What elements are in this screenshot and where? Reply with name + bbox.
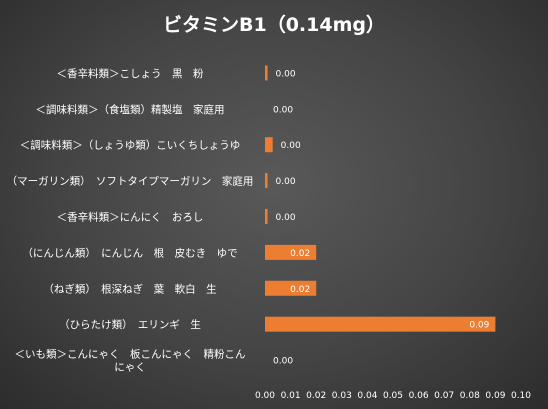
- x-tick-label: 0.03: [332, 391, 352, 401]
- category-label: ＜調味料類＞（食塩類）精製塩 家庭用: [36, 103, 225, 116]
- bar: [265, 173, 268, 189]
- chart-title: ビタミンB1（0.14mg）: [163, 13, 385, 36]
- category-label: ＜香辛料類＞にんにく おろし: [57, 211, 204, 224]
- data-label: 0.09: [469, 321, 489, 331]
- bar: [265, 137, 273, 153]
- bars: [265, 65, 496, 332]
- x-tick-label: 0.04: [357, 391, 377, 401]
- x-tick-label: 0.05: [383, 391, 403, 401]
- bar: [265, 244, 317, 260]
- bar: [265, 209, 268, 224]
- category-label: ＜いも類＞こんにゃく 板こんにゃく 精粉こんにゃく: [15, 348, 246, 374]
- data-label: 0.00: [281, 141, 301, 151]
- data-label: 0.00: [276, 177, 296, 187]
- bar: [265, 316, 496, 332]
- x-axis-ticks: 0.00 0.01 0.02 0.03 0.04 0.05 0.06 0.07 0.08 0.09…: [255, 391, 531, 401]
- category-labels: ＜香辛料類＞こしょう 黒 粉 ＜調味料類＞（食塩類）精製塩 家庭用 ＜調味料類＞（し…: [7, 67, 254, 374]
- category-label: （ひらたけ類） エリンギ 生: [59, 318, 201, 331]
- data-label: 0.00: [276, 213, 296, 223]
- category-label: （にんじん類） にんじん 根 皮むき ゆで: [22, 246, 237, 259]
- category-label: ＜香辛料類＞こしょう 黒 粉: [57, 67, 204, 80]
- x-tick-label: 0.09: [485, 391, 505, 401]
- x-tick-label: 0.01: [281, 391, 301, 401]
- data-label: 0.00: [273, 105, 293, 115]
- x-tick-label: 0.02: [306, 391, 326, 401]
- data-label: 0.00: [276, 69, 296, 79]
- bar: [265, 280, 317, 296]
- category-label: （ねぎ類） 根深ねぎ 葉 軟白 生: [43, 282, 216, 295]
- data-labels: 0.00 0.00 0.00 0.00 0.00 0.02 0.02 0.09 0.00: [273, 69, 490, 366]
- x-tick-label: 0.06: [409, 391, 429, 401]
- category-label: ＜調味料類＞（しょうゆ類）こいくちしょうゆ: [20, 139, 241, 152]
- data-label: 0.00: [273, 357, 293, 367]
- data-label: 0.02: [290, 249, 310, 259]
- category-label: （マーガリン類） ソフトタイプマーガリン 家庭用: [7, 175, 254, 188]
- x-tick-label: 0.08: [460, 391, 480, 401]
- x-tick-label: 0.00: [255, 391, 275, 401]
- x-tick-label: 0.10: [511, 391, 531, 401]
- x-tick-label: 0.07: [434, 391, 454, 401]
- data-label: 0.02: [290, 285, 310, 295]
- bar: [265, 65, 268, 81]
